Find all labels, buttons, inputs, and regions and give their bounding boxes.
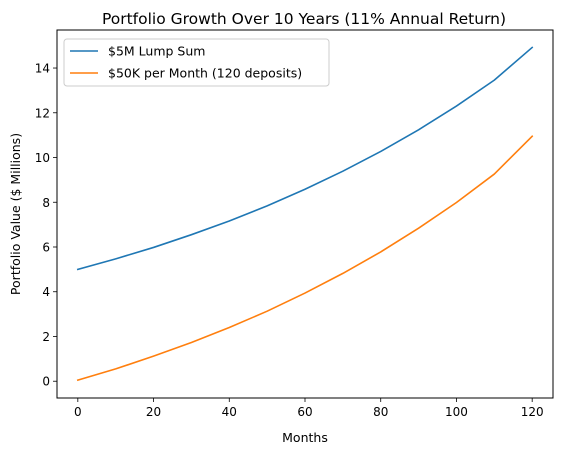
y-tick-label: 0 bbox=[42, 375, 50, 389]
x-tick-label: 60 bbox=[297, 405, 312, 419]
series-line-monthly bbox=[76, 135, 534, 382]
legend-label-lump-sum: $5M Lump Sum bbox=[108, 44, 205, 59]
y-tick-label: 10 bbox=[35, 151, 50, 165]
y-tick-label: 2 bbox=[42, 330, 50, 344]
legend: $5M Lump Sum $50K per Month (120 deposit… bbox=[63, 38, 330, 87]
chart-title: Portfolio Growth Over 10 Years (11% Annu… bbox=[102, 10, 506, 28]
series-lines bbox=[76, 46, 534, 382]
y-tick-label: 8 bbox=[42, 196, 50, 210]
x-tick-label: 80 bbox=[373, 405, 388, 419]
x-axis-label: Months bbox=[282, 430, 328, 445]
x-axis-ticks: 0 20 40 60 80 100 120 bbox=[74, 398, 544, 419]
legend-label-monthly: $50K per Month (120 deposits) bbox=[108, 66, 302, 81]
legend-box bbox=[63, 38, 330, 87]
y-tick-label: 6 bbox=[42, 240, 50, 254]
x-tick-label: 0 bbox=[74, 405, 82, 419]
y-axis-ticks: 0 2 4 6 8 10 12 14 bbox=[35, 62, 57, 389]
y-tick-label: 12 bbox=[35, 106, 50, 120]
y-tick-label: 4 bbox=[42, 285, 50, 299]
x-tick-label: 120 bbox=[521, 405, 544, 419]
series-line-lump-sum bbox=[76, 46, 534, 271]
x-tick-label: 40 bbox=[222, 405, 237, 419]
y-tick-label: 14 bbox=[35, 62, 50, 76]
x-tick-label: 100 bbox=[445, 405, 468, 419]
x-tick-label: 20 bbox=[146, 405, 161, 419]
y-axis-label: Portfolio Value ($ Millions) bbox=[8, 133, 23, 295]
